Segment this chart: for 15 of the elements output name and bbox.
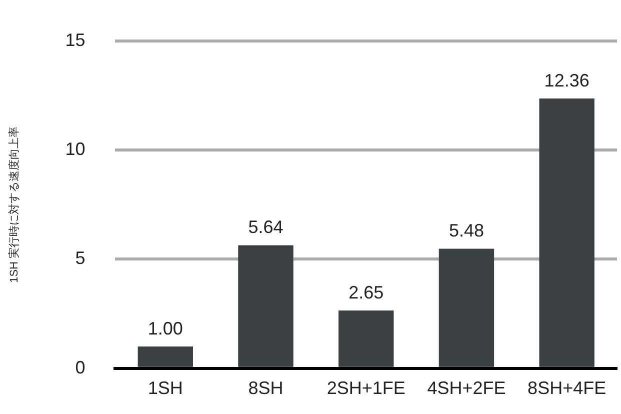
x-tick-label: 2SH+1FE bbox=[326, 378, 406, 398]
x-tick-label: 8SH bbox=[248, 378, 284, 398]
x-tick-label: 8SH+4FE bbox=[528, 378, 606, 398]
data-label: 1.00 bbox=[148, 318, 183, 339]
data-label: 5.64 bbox=[248, 217, 284, 238]
y-tick-label: 10 bbox=[65, 138, 86, 159]
y-tick-label: 5 bbox=[75, 248, 86, 268]
y-axis-title: 1SH 実行時に対する速度向上率 bbox=[8, 126, 21, 283]
y-tick-label: 15 bbox=[65, 30, 86, 50]
y-tick-label: 0 bbox=[75, 357, 86, 378]
data-label: 12.36 bbox=[544, 70, 590, 90]
x-tick-label: 1SH bbox=[148, 378, 183, 398]
data-label: 5.48 bbox=[448, 220, 484, 241]
x-tick-label: 4SH+2FE bbox=[427, 378, 506, 398]
data-label: 2.65 bbox=[348, 282, 384, 302]
